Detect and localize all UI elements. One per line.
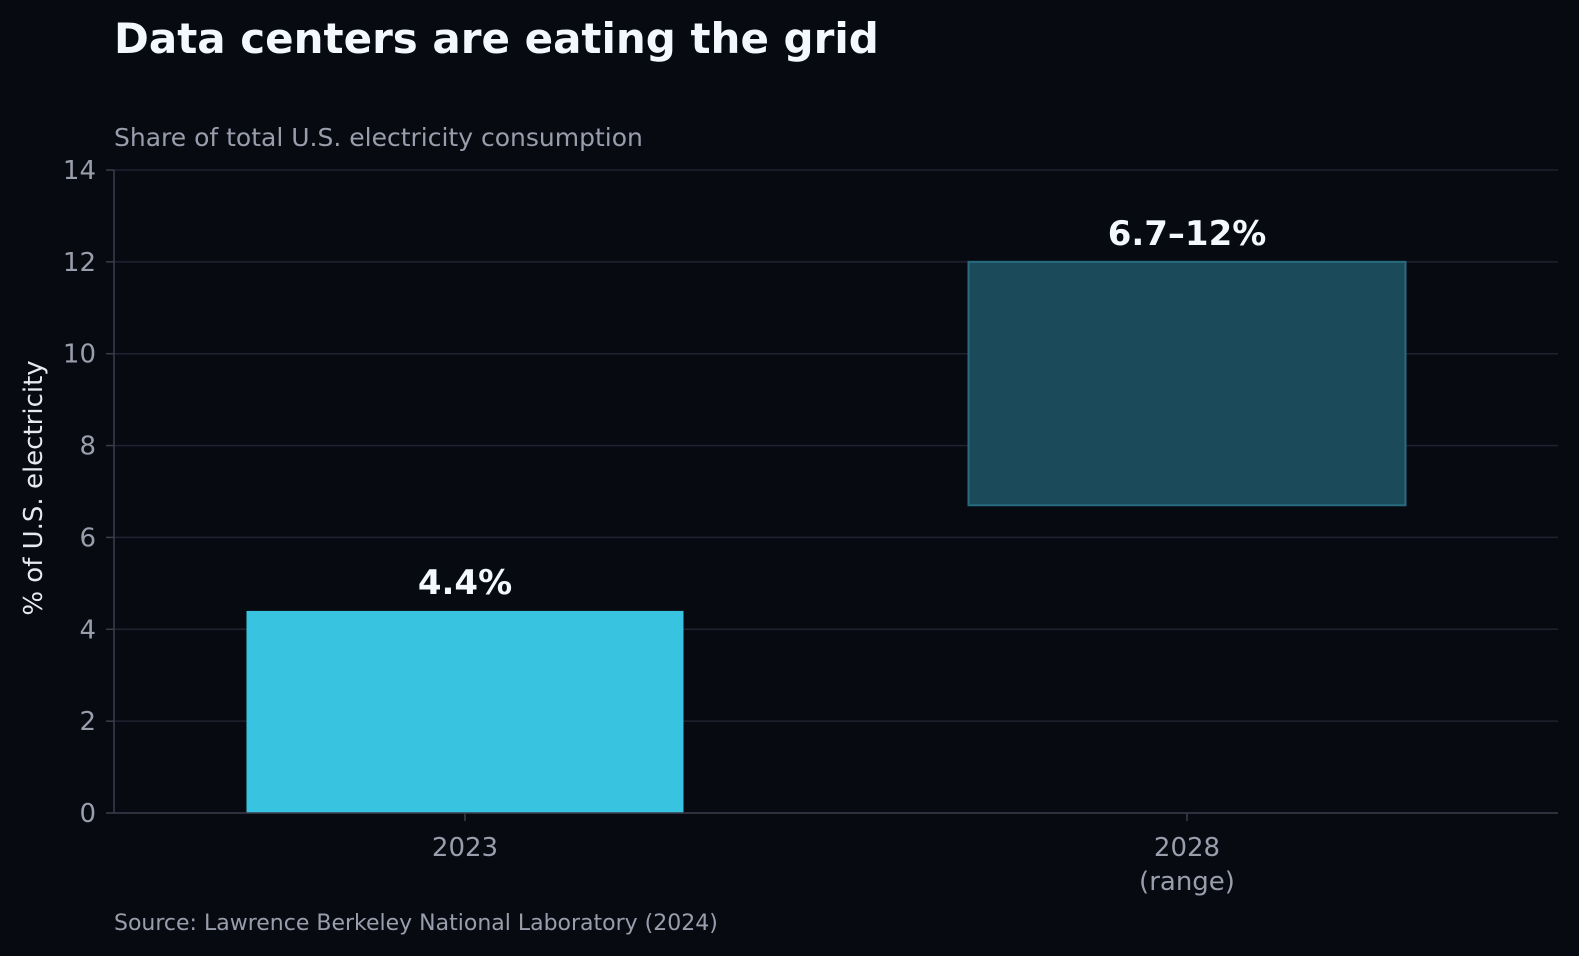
- y-tick-label: 10: [63, 340, 96, 370]
- bar-value-label: 6.7–12%: [1108, 214, 1267, 254]
- source-note: Source: Lawrence Berkeley National Labor…: [114, 911, 718, 936]
- data-labels: 4.4% 6.7–12%: [418, 214, 1266, 603]
- y-tick-label: 12: [63, 248, 96, 278]
- y-tick-label: 2: [79, 707, 96, 737]
- bars: [246, 260, 1407, 813]
- y-tick-label: 8: [79, 432, 96, 462]
- bar-value-label: 4.4%: [418, 563, 512, 603]
- chart-subtitle: Share of total U.S. electricity consumpt…: [114, 123, 643, 152]
- y-axis-label: % of U.S. electricity: [19, 360, 49, 615]
- y-tick-label: 14: [63, 156, 96, 186]
- chart-title: Data centers are eating the grid: [114, 14, 879, 63]
- y-tick-label: 4: [79, 615, 96, 645]
- range-bar: [967, 260, 1407, 507]
- x-tick-label: 2028: [1154, 833, 1220, 863]
- x-tick-label: 2023: [432, 833, 498, 863]
- axes: [113, 170, 1558, 814]
- bar: [246, 610, 684, 813]
- y-axis-ticks: 0 2 4 6 8 10 12 14: [63, 156, 114, 829]
- x-tick-label: (range): [1139, 867, 1235, 897]
- y-tick-label: 6: [79, 523, 96, 553]
- x-axis-ticks: 2023 2028 (range): [432, 813, 1235, 897]
- y-tick-label: 0: [79, 799, 96, 829]
